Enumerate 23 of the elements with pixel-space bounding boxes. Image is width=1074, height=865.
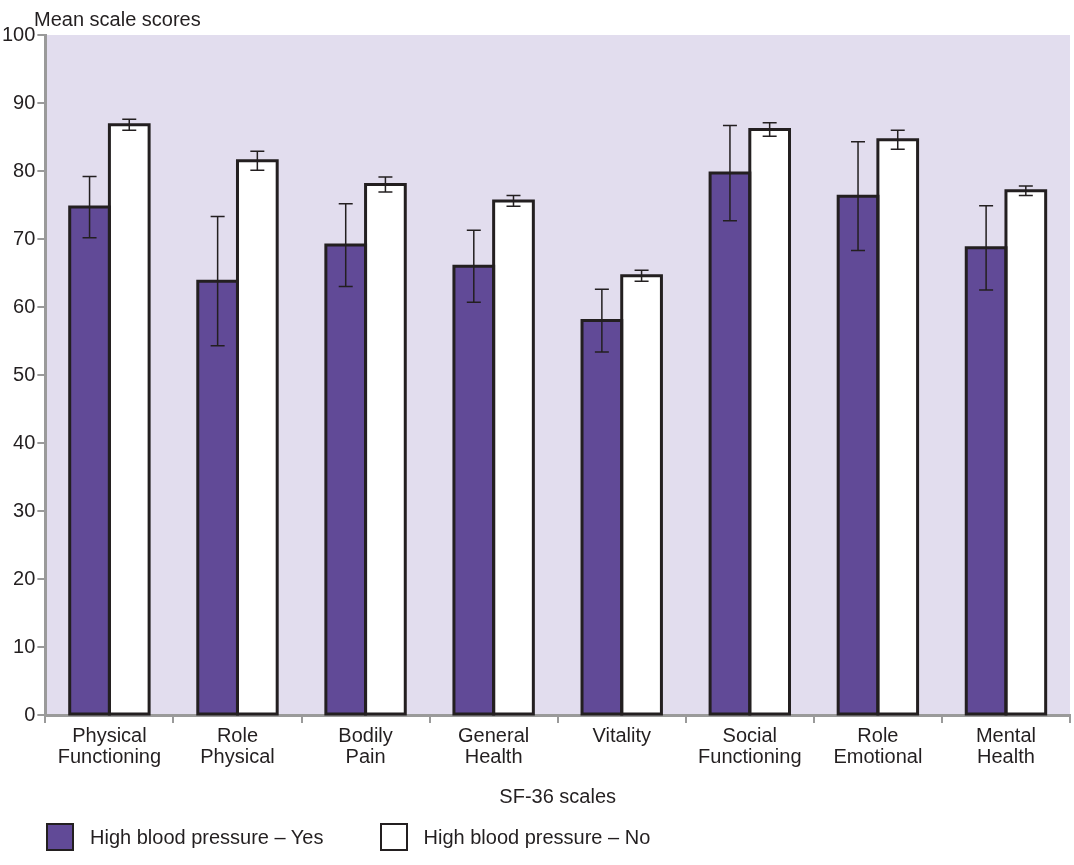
x-axis-title: SF-36 scales <box>499 784 617 807</box>
x-tick-label: Social Functioning <box>698 724 802 768</box>
x-tick-label: Role Physical <box>200 724 275 768</box>
y-tick-label: 50 <box>13 362 36 385</box>
x-tick-label: Bodily Pain <box>338 724 393 768</box>
legend-label: High blood pressure – No <box>423 825 651 849</box>
y-tick-label: 0 <box>24 702 36 725</box>
y-tick-label: 70 <box>13 226 36 249</box>
y-tick-label: 100 <box>1 22 36 45</box>
y-tick-label: 90 <box>13 90 36 113</box>
y-axis-title: Mean scale scores <box>34 7 201 30</box>
y-tick-label: 40 <box>13 430 36 453</box>
y-tick-label: 20 <box>13 566 36 589</box>
x-tick-label: Vitality <box>592 724 651 747</box>
x-tick-label: Physical Functioning <box>57 724 162 768</box>
legend-label: High blood pressure – Yes <box>90 825 324 849</box>
y-tick-label: 80 <box>13 158 36 181</box>
x-tick-label: Role Emotional <box>833 724 923 768</box>
y-tick-label: 10 <box>13 634 36 657</box>
x-tick-label: General Health <box>458 724 530 768</box>
x-tick-label: Mental Health <box>975 724 1036 768</box>
y-tick-label: 60 <box>13 294 36 317</box>
y-tick-label: 30 <box>13 498 36 521</box>
